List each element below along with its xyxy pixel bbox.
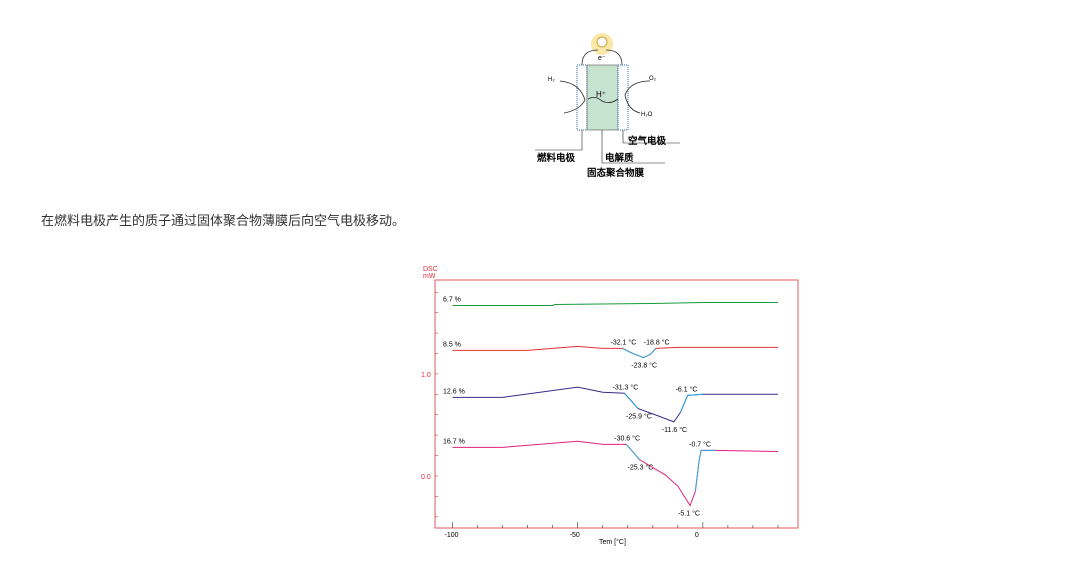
series-line — [452, 386, 778, 423]
series-line — [452, 440, 778, 507]
annotation-label: -31.3 °C — [613, 383, 639, 391]
annotation-label: -25.9 °C — [626, 413, 652, 421]
y-tick-label: 0.0 — [421, 474, 431, 481]
x-tick-label: 0 — [695, 532, 699, 539]
electrolyte-label: 电解质 — [605, 152, 634, 164]
highlight-segment — [624, 392, 639, 409]
proton-label: H⁺ — [596, 90, 606, 99]
membrane-label: 固态聚合物膜 — [587, 167, 645, 179]
series-line — [452, 301, 778, 307]
h2o-label: H₂O — [641, 112, 653, 118]
circuit-wire — [581, 49, 623, 66]
series-label: 12.6 % — [443, 388, 465, 395]
dsc-chart: DSC mW -100 -50 0 0.0 1.0 Tem [°C] 6.7 % 8.5 … — [421, 266, 799, 546]
air-electrode — [617, 64, 629, 131]
annotation-label: -0.7 °C — [689, 440, 711, 448]
series-label: 8.5 % — [443, 341, 461, 348]
x-tick-label: -100 — [445, 532, 459, 539]
fuel-electrode — [576, 64, 588, 131]
fuel-cell-diagram: e⁻ H₂ O₂ H₂O H⁺ 空气电极 燃料电极 电解质 固态聚合物膜 — [535, 33, 680, 179]
air-electrode-label: 空气电极 — [628, 135, 667, 147]
annotation-label: -6.1 °C — [676, 385, 698, 393]
lightbulb-icon — [596, 36, 608, 48]
annotation-label: -30.6 °C — [614, 434, 640, 442]
annotation-label: -11.6 °C — [662, 426, 687, 434]
series-label: 16.7 % — [443, 438, 465, 445]
series-3: 16.7 % -30.6 °C -25.3 °C -5.1 °C -0.7 °C — [443, 434, 778, 518]
caption-text: 在燃料电极产生的质子通过固体聚合物薄膜后向空气电极移动。 — [41, 214, 406, 229]
annotation-label: -32.1 °C — [611, 338, 637, 346]
y-axis-label-line1: DSC — [423, 266, 438, 273]
electron-label: e⁻ — [598, 55, 606, 62]
series-2: 12.6 % -31.3 °C -25.9 °C -11.6 °C -6.1 °C — [443, 383, 778, 434]
plot-frame — [434, 279, 799, 529]
y-axis-label-line2: mW — [423, 273, 436, 280]
o2-label: O₂ — [649, 76, 657, 82]
annotation-label: -5.1 °C — [678, 510, 700, 518]
x-axis-label: Tem [°C] — [599, 538, 626, 546]
series-label: 6.7 % — [443, 297, 461, 304]
annotation-label: -23.8 °C — [631, 362, 657, 370]
series-line — [452, 345, 778, 359]
series-1: 8.5 % -32.1 °C -18.8 °C -23.8 °C — [443, 338, 778, 370]
highlight-segment — [679, 393, 703, 413]
h2-label: H₂ — [548, 77, 555, 83]
series-0: 6.7 % — [443, 297, 778, 307]
fuel-electrode-label: 燃料电极 — [537, 152, 576, 164]
x-tick-label: -50 — [570, 532, 580, 539]
y-tick-label: 1.0 — [421, 372, 431, 379]
highlight-segment — [625, 443, 640, 460]
highlight-segment — [622, 347, 657, 359]
highlight-segment — [694, 449, 716, 492]
annotation-label: -18.8 °C — [644, 338, 670, 346]
annotation-label: -25.3 °C — [628, 464, 654, 472]
